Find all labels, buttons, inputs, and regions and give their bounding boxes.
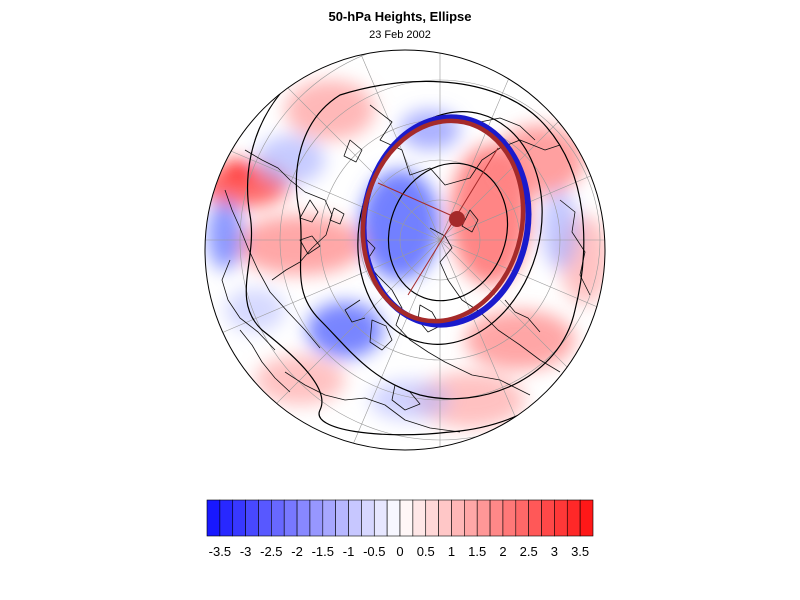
negative-anomaly <box>370 380 450 420</box>
coastline <box>239 329 291 393</box>
colorbar-box <box>554 499 568 537</box>
meridian <box>205 139 441 241</box>
colorbar-tick-label: -2 <box>291 544 303 559</box>
colorbar-box <box>335 499 349 537</box>
coastline <box>299 235 321 255</box>
ellipse-minor-axis <box>377 182 458 219</box>
colorbar-box <box>361 499 375 537</box>
coastline <box>221 259 276 351</box>
colorbar-box <box>476 499 491 537</box>
positive-anomaly <box>224 160 252 180</box>
colorbar-box <box>245 499 259 537</box>
positive-anomaly <box>285 80 375 140</box>
colorbar-box <box>206 499 221 537</box>
negative-anomaly <box>207 200 243 270</box>
coastline <box>369 104 561 186</box>
meridian <box>339 239 441 450</box>
colorbar-box <box>373 499 388 537</box>
colorbar-box <box>502 499 517 537</box>
colorbar-box <box>566 499 581 537</box>
colorbar-tick-label: -3.5 <box>209 544 231 559</box>
colorbar-tick-label: 2.5 <box>520 544 538 559</box>
colorbar-box <box>438 499 452 537</box>
colorbar-box <box>451 499 465 537</box>
colorbar-tick-label: 1 <box>448 544 455 559</box>
colorbar-tick-label: -1.5 <box>312 544 334 559</box>
colorbar-box <box>322 499 336 537</box>
negative-anomaly <box>360 170 440 280</box>
colorbar-box <box>219 499 234 537</box>
colorbar-box <box>386 499 401 537</box>
map-title: 50-hPa Heights, Ellipse <box>328 9 472 24</box>
anomaly-field <box>205 80 605 428</box>
positive-anomaly <box>235 215 365 275</box>
coastline <box>344 299 366 323</box>
meridian <box>205 239 441 341</box>
colorbar-tick-label: 0.5 <box>417 544 435 559</box>
meridian <box>439 139 605 241</box>
colorbar-box <box>232 499 246 537</box>
meridian <box>339 50 441 241</box>
map-disk <box>205 50 605 450</box>
meridian <box>439 50 605 241</box>
coastline <box>479 117 536 141</box>
height-contour <box>295 80 585 400</box>
coastlines <box>221 104 591 433</box>
colorbar-tick-label: -3 <box>240 544 252 559</box>
colorbar-box <box>258 499 272 537</box>
colorbar-boxes <box>206 499 594 537</box>
colorbar-box <box>309 499 324 537</box>
negative-anomaly <box>542 190 578 270</box>
coastline <box>369 319 393 351</box>
meridian <box>439 239 605 450</box>
coastline <box>343 139 363 163</box>
colorbar-box <box>271 499 285 537</box>
colorbar-tick-label: 3 <box>551 544 558 559</box>
colorbar-box <box>283 499 298 537</box>
coastline <box>299 199 319 223</box>
colorbar-tick-label: 0 <box>396 544 403 559</box>
colorbar-box <box>528 499 542 537</box>
positive-anomaly <box>415 372 525 428</box>
colorbar-box <box>541 499 555 537</box>
colorbar-tick-label: -1 <box>343 544 355 559</box>
coastline <box>244 149 333 281</box>
negative-anomaly <box>225 288 285 332</box>
negative-anomaly <box>255 135 325 185</box>
map-boundary <box>204 49 606 451</box>
height-contour <box>387 162 509 302</box>
coastline <box>329 207 345 225</box>
colorbar-box <box>348 499 362 537</box>
colorbar-box <box>412 499 427 537</box>
colorbar-box <box>515 499 529 537</box>
colorbar-box <box>425 499 439 537</box>
colorbar-tick-label: -0.5 <box>363 544 385 559</box>
colorbar-box <box>464 499 478 537</box>
meridian <box>439 239 605 341</box>
map-date: 23 Feb 2002 <box>369 29 431 41</box>
colorbar-tick-label: 3.5 <box>571 544 589 559</box>
colorbar-box <box>489 499 504 537</box>
coastline <box>429 227 561 373</box>
vortex-ellipse-red <box>360 118 526 324</box>
colorbar-labels: -3.5 -3 -2.5 -2 -1.5 -1 -0.5 0 0.5 1 1.5 2 2.5 3 3.5 <box>209 544 590 559</box>
coastline <box>284 371 461 433</box>
colorbar-tick-label: 1.5 <box>468 544 486 559</box>
ellipse-center-marker <box>449 211 465 227</box>
colorbar-box <box>399 499 414 537</box>
coastline <box>224 189 321 349</box>
colorbar-tick-label: -2.5 <box>260 544 282 559</box>
colorbar-box <box>296 499 311 537</box>
colorbar-tick-label: 2 <box>499 544 506 559</box>
colorbar-box <box>579 499 594 537</box>
meridian <box>439 50 541 241</box>
